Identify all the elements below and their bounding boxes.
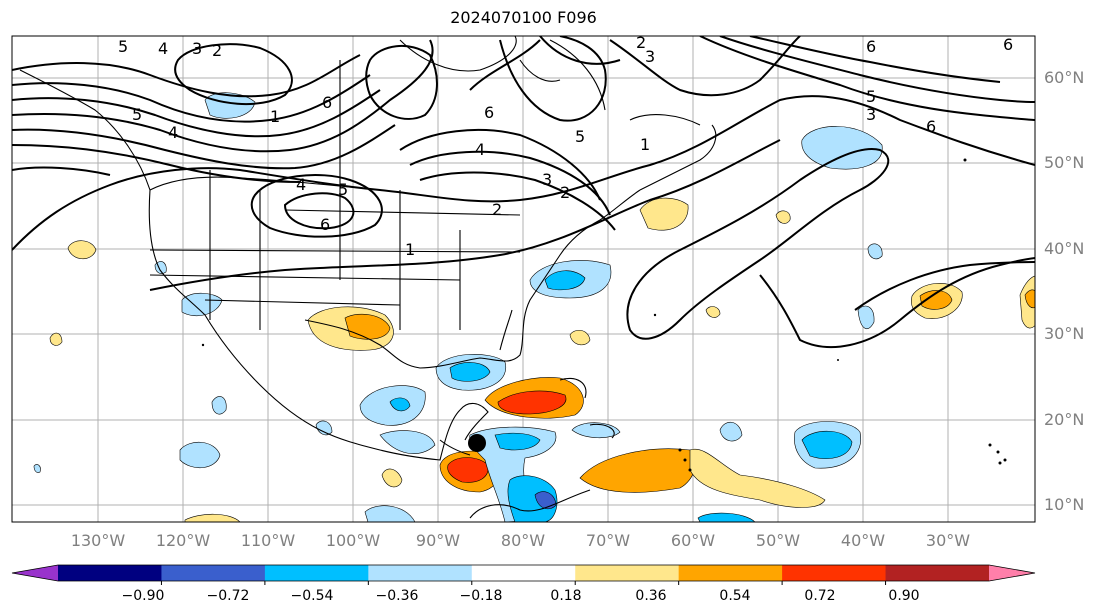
contour-label: 5: [866, 87, 876, 106]
contour-labels: 5 4 3 2 1 6 5 4 1 4 5 6 1 4 3 2 6 5 6 6 …: [118, 33, 1013, 259]
contour-label: 4: [296, 175, 306, 194]
lat-label: 40°N: [1044, 239, 1084, 258]
lon-label: 70°W: [586, 531, 630, 550]
lon-label: 120°W: [156, 531, 211, 550]
contour-label: 3: [192, 39, 202, 58]
colorbar-segment: [782, 565, 887, 581]
colorbar-segment: [885, 565, 990, 581]
height-contours: [12, 36, 1035, 348]
contour-label: 4: [158, 39, 168, 58]
lat-label: 20°N: [1044, 410, 1084, 429]
lat-label: 50°N: [1044, 153, 1084, 172]
contour-label: 6: [926, 117, 936, 136]
contour-label: 1: [640, 135, 650, 154]
colorbar-tick-label: 0.54: [719, 588, 750, 604]
colorbar-tick-label: −0.90: [122, 588, 165, 604]
contour-label: 1: [405, 240, 415, 259]
longitude-labels: 130°W 120°W 110°W 100°W 90°W 80°W 70°W 6…: [71, 531, 970, 550]
lon-label: 30°W: [926, 531, 970, 550]
contour-label: 2: [560, 183, 570, 202]
lon-label: 100°W: [326, 531, 381, 550]
contour-label: 6: [866, 37, 876, 56]
contour-label: 6: [320, 215, 330, 234]
latitude-labels: 60°N 50°N 40°N 30°N 20°N 10°N: [1044, 68, 1084, 514]
lon-label: 110°W: [241, 531, 296, 550]
lat-label: 30°N: [1044, 324, 1084, 343]
island-dots: [201, 158, 1007, 472]
contour-label: 3: [866, 105, 876, 124]
colorbar-segment: [264, 565, 369, 581]
lon-label: 80°W: [501, 531, 545, 550]
contour-label: 2: [636, 33, 646, 52]
map-title: 2024070100 F096: [450, 8, 597, 27]
colorbar-tick-label: 0.36: [635, 588, 666, 604]
colorbar-segment: [368, 565, 473, 581]
contour-label: 3: [542, 170, 552, 189]
colorbar-segment: [471, 565, 576, 581]
contour-label: 5: [338, 180, 348, 199]
lon-label: 90°W: [416, 531, 460, 550]
colorbar-segment: [678, 565, 783, 581]
lon-label: 40°W: [841, 531, 885, 550]
colorbar-tick-label: 0.90: [888, 588, 919, 604]
colorbar-extend-high: [989, 565, 1035, 581]
contour-label: 4: [168, 123, 178, 142]
contour-label: 6: [484, 103, 494, 122]
contour-label: 5: [575, 127, 585, 146]
colorbar-tick-label: −0.72: [207, 588, 250, 604]
lon-label: 60°W: [671, 531, 715, 550]
colorbar-segment: [575, 565, 680, 581]
lat-label: 10°N: [1044, 495, 1084, 514]
colorbar-tick-label: −0.36: [376, 588, 419, 604]
contour-label: 5: [132, 105, 142, 124]
colorbar-ticks: −0.90 −0.72 −0.54 −0.36 −0.18 0.18 0.36 …: [122, 588, 920, 604]
contour-label: 4: [475, 140, 485, 159]
colorbar-tick-label: −0.54: [291, 588, 334, 604]
lon-label: 130°W: [71, 531, 126, 550]
colorbar-segment: [161, 565, 266, 581]
contour-label: 1: [270, 107, 280, 126]
anomaly-shading: [33, 92, 1035, 522]
colorbar-tick-label: 0.18: [550, 588, 581, 604]
contour-label: 3: [645, 47, 655, 66]
colorbar: [11, 564, 1036, 585]
colorbar-tick-label: 0.72: [804, 588, 835, 604]
contour-label: 6: [322, 93, 332, 112]
lat-label: 60°N: [1044, 68, 1084, 87]
colorbar-extend-low: [12, 565, 58, 581]
contour-label: 2: [212, 41, 222, 60]
lon-label: 50°W: [756, 531, 800, 550]
contour-label: 5: [118, 37, 128, 56]
map-frame: [11, 35, 1036, 523]
colorbar-outline: [11, 564, 1036, 582]
storm-center-marker: [468, 434, 486, 452]
contour-label: 2: [492, 200, 502, 219]
colorbar-tick-label: −0.18: [460, 588, 503, 604]
colorbar-segment: [58, 565, 162, 581]
contour-label: 6: [1003, 35, 1013, 54]
